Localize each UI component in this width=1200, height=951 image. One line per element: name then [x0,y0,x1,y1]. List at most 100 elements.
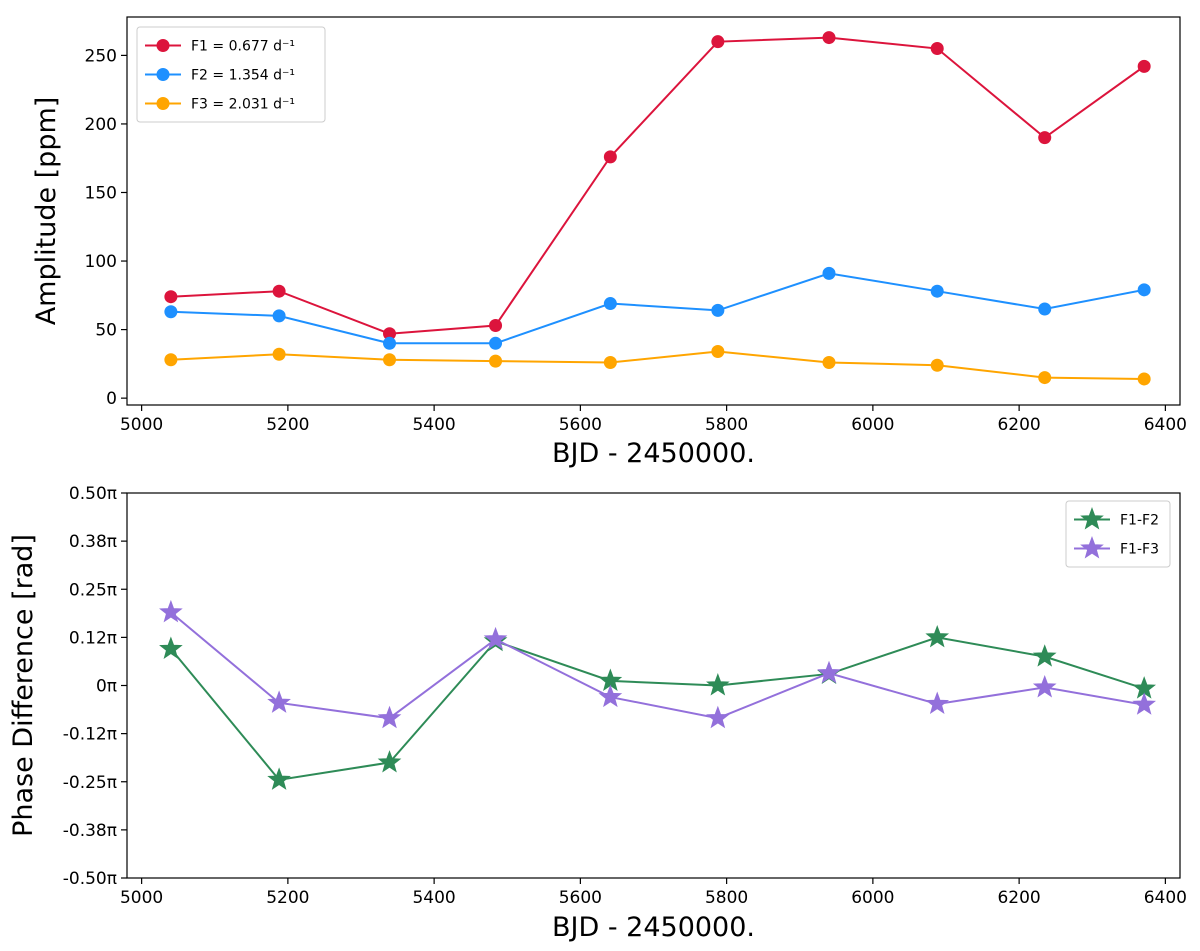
data-point [489,354,503,368]
y-tick-label: 0.38π [69,532,117,552]
data-point [377,705,402,729]
series-f2 [164,266,1151,350]
x-tick-label: 6000 [851,888,894,908]
data-point [267,690,291,713]
data-point [164,353,178,367]
legend-item: F1 = 0.677 d⁻¹ [145,39,295,55]
legend-item: F1-F2 [1074,507,1159,530]
series-line [170,350,1145,380]
y-tick-label: 50 [95,321,117,341]
y-tick-label: 0.12π [69,628,117,648]
y-axis-label: Amplitude [ppm] [31,97,62,326]
legend-marker [156,39,170,52]
plot-area-frame [126,492,1181,879]
data-point [383,327,397,341]
data-point [930,42,944,56]
x-tick-label: 5200 [266,415,309,435]
data-point [1137,372,1151,386]
x-tick-label: 6400 [1144,888,1187,908]
x-tick-label: 5000 [120,415,163,435]
legend-marker [156,68,170,81]
x-tick-label: 6000 [851,415,894,435]
legend-label: F1-F3 [1120,542,1159,558]
data-point [489,336,503,350]
y-tick-label: 200 [85,115,117,135]
series-line [170,611,1145,720]
data-point [1132,692,1156,715]
data-point [1032,674,1057,698]
data-point [164,290,178,304]
x-tick-label: 5600 [559,888,602,908]
data-point [164,305,178,319]
data-point [822,31,836,45]
legend-marker [1080,507,1104,530]
data-point [603,355,617,369]
y-axis-label: Phase Difference [rad] [8,534,39,837]
x-tick-label: 5600 [559,415,602,435]
chart-panel-2: 5000 5200 5400 5600 5800 6000 6200 6400 0.50π 0.3… [8,484,1187,943]
data-point [272,347,286,361]
x-tick-label: 5000 [120,888,163,908]
x-tick-label: 6200 [997,888,1040,908]
legend-label: F2 = 1.354 d⁻¹ [191,68,295,84]
y-tick-label: -0.25π [63,773,117,793]
data-point [603,150,617,164]
data-point [930,358,944,372]
chart-panel-1: 5000 5200 5400 5600 5800 6000 6200 6400 0 50 100 15… [31,16,1187,469]
y-tick-label: -0.12π [63,725,117,745]
legend-label: F1-F2 [1120,513,1159,529]
x-tick-label: 5800 [705,415,748,435]
data-point [817,660,841,684]
series-line [170,36,1145,335]
data-point [598,684,623,708]
legend: F1-F2 F1-F3 [1065,500,1171,568]
y-tick-label: 0 [106,389,117,409]
legend-item: F3 = 2.031 d⁻¹ [145,97,295,113]
data-point [272,284,286,298]
legend-marker [1080,536,1104,559]
legend-marker [156,97,170,110]
data-point [711,345,725,359]
legend-item: F2 = 1.354 d⁻¹ [145,68,295,84]
x-tick-label: 6200 [997,415,1040,435]
y-tick-label: 100 [85,252,117,272]
y-tick-label: -0.50π [63,869,117,889]
data-point [711,303,725,317]
data-point [822,266,836,280]
y-tick-label: -0.38π [63,821,117,841]
data-point [1032,644,1057,667]
data-point [489,318,503,332]
data-point [706,705,730,729]
x-axis-label: BJD - 2450000. [552,912,755,943]
legend: F1 = 0.677 d⁻¹ F2 = 1.354 d⁻¹ F3 = 2.031 d… [136,26,326,123]
series-f1-f3 [159,599,1156,729]
data-point [822,355,836,369]
series-line [170,636,1145,781]
legend-label: F1 = 0.677 d⁻¹ [191,39,295,55]
data-point [159,599,183,623]
data-point [159,636,183,659]
data-point [1137,283,1151,297]
data-point [930,284,944,298]
y-tick-label: 150 [85,183,117,203]
data-point [383,353,397,367]
series-f1 [164,31,1151,341]
y-tick-label: 0π [96,677,117,697]
data-point [383,336,397,350]
x-tick-label: 5200 [266,888,309,908]
legend-label: F3 = 2.031 d⁻¹ [191,97,295,113]
data-point [1038,302,1052,316]
data-point [603,297,617,311]
data-point [925,691,950,715]
data-point [925,624,950,648]
x-tick-label: 5400 [412,888,455,908]
x-tick-label: 5400 [412,415,455,435]
data-point [706,673,730,696]
y-tick-label: 0.25π [69,580,117,600]
data-point [1038,371,1052,385]
legend-item: F1-F3 [1074,536,1159,559]
x-tick-label: 5800 [705,888,748,908]
legend-box [136,26,326,123]
data-point [483,626,508,650]
